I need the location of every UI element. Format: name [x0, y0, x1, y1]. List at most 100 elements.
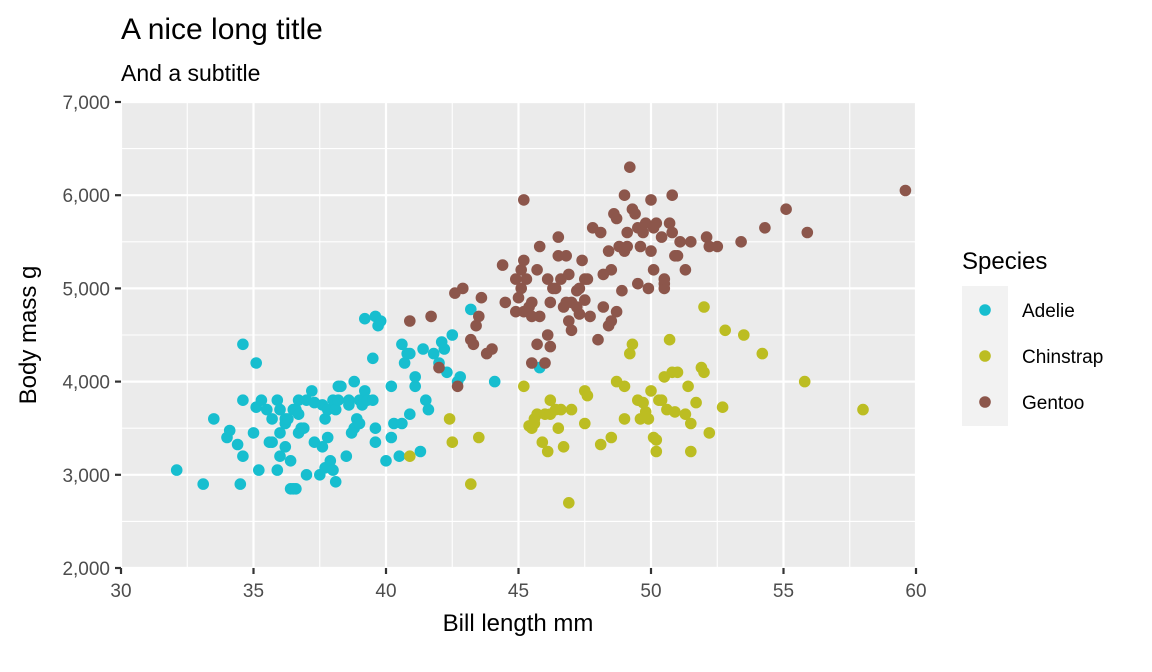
data-point-adelie — [316, 441, 329, 453]
data-point-chinstrap — [655, 394, 668, 407]
data-point-chinstrap — [555, 403, 567, 416]
y-tick-label: 4,000 — [62, 373, 110, 394]
data-point-adelie — [409, 380, 422, 393]
data-point-adelie — [335, 380, 347, 393]
data-point-chinstrap — [528, 413, 541, 425]
data-point-adelie — [321, 403, 334, 416]
data-point-adelie — [298, 422, 310, 435]
data-point-adelie — [252, 464, 265, 476]
data-point-adelie — [332, 394, 345, 407]
data-point-adelie — [367, 352, 379, 365]
data-point-gentoo — [539, 357, 551, 369]
data-point-gentoo — [671, 250, 684, 262]
data-point-adelie — [300, 469, 313, 481]
data-point-gentoo — [666, 226, 678, 239]
data-point-adelie — [290, 483, 302, 495]
data-point-gentoo — [621, 226, 633, 239]
data-point-adelie — [369, 436, 382, 449]
data-point-gentoo — [642, 282, 655, 295]
data-point-adelie — [292, 408, 305, 421]
data-point-adelie — [388, 417, 400, 430]
data-point-adelie — [404, 408, 416, 421]
data-point-chinstrap — [716, 401, 729, 414]
data-point-gentoo — [634, 240, 647, 253]
chart-subtitle: And a subtitle — [121, 60, 260, 86]
data-point-gentoo — [597, 301, 610, 313]
data-point-gentoo — [655, 231, 668, 243]
data-point-gentoo — [610, 305, 623, 318]
data-point-chinstrap — [669, 406, 681, 418]
data-point-adelie — [266, 413, 278, 425]
data-point-chinstrap — [626, 338, 639, 351]
data-point-adelie — [345, 427, 358, 439]
data-point-gentoo — [780, 203, 792, 215]
data-point-chinstrap — [756, 347, 769, 360]
data-point-chinstrap — [703, 427, 716, 439]
legend-title: Species — [962, 248, 1047, 275]
data-point-adelie — [417, 343, 429, 355]
data-point-adelie — [374, 315, 387, 327]
data-point-chinstrap — [465, 478, 477, 490]
legend-label-chinstrap: Chinstrap — [1022, 347, 1103, 368]
data-point-chinstrap — [679, 408, 692, 421]
data-point-gentoo — [565, 324, 578, 337]
data-point-gentoo — [433, 361, 445, 374]
data-point-gentoo — [610, 212, 623, 225]
data-point-adelie — [367, 394, 379, 407]
data-point-gentoo — [518, 254, 530, 267]
x-tick-label: 35 — [243, 581, 264, 602]
data-point-adelie — [282, 413, 294, 425]
data-point-adelie — [237, 394, 249, 407]
data-point-gentoo — [560, 250, 572, 262]
data-point-chinstrap — [682, 380, 694, 393]
data-point-gentoo — [544, 340, 557, 353]
data-point-gentoo — [510, 305, 522, 318]
legend: Adelie Chinstrap Gentoo — [979, 301, 1103, 414]
data-point-adelie — [359, 385, 371, 397]
data-point-gentoo — [512, 291, 525, 304]
data-point-gentoo — [571, 284, 583, 297]
data-point-chinstrap — [698, 301, 710, 313]
data-point-adelie — [247, 427, 260, 439]
data-point-gentoo — [526, 357, 538, 369]
data-point-adelie — [261, 403, 273, 416]
chart-title: A nice long title — [121, 13, 323, 46]
data-point-gentoo — [658, 273, 671, 285]
data-point-gentoo — [735, 236, 747, 248]
data-point-gentoo — [515, 264, 527, 276]
data-point-chinstrap — [738, 329, 750, 341]
data-point-adelie — [321, 431, 334, 444]
y-tick-label: 5,000 — [62, 279, 110, 300]
data-point-adelie — [422, 403, 435, 416]
legend-label-adelie: Adelie — [1022, 301, 1075, 322]
data-point-gentoo — [541, 329, 554, 341]
data-point-gentoo — [581, 273, 594, 285]
data-point-chinstrap — [563, 497, 575, 509]
data-point-chinstrap — [552, 422, 565, 435]
data-point-adelie — [340, 450, 353, 463]
data-point-chinstrap — [650, 434, 663, 446]
data-point-gentoo — [624, 161, 636, 173]
x-axis-title: Bill length mm — [443, 610, 594, 637]
data-point-gentoo — [602, 245, 615, 257]
data-point-gentoo — [475, 291, 488, 304]
data-point-adelie — [284, 455, 297, 467]
data-point-gentoo — [531, 338, 543, 351]
data-point-chinstrap — [581, 389, 594, 402]
data-point-adelie — [446, 329, 459, 341]
data-point-chinstrap — [645, 385, 657, 397]
data-point-gentoo — [467, 338, 480, 351]
data-point-gentoo — [645, 245, 657, 257]
data-point-adelie — [279, 441, 292, 453]
x-tick-label: 40 — [375, 581, 396, 602]
data-point-adelie — [343, 394, 355, 407]
data-point-chinstrap — [579, 417, 591, 430]
data-point-gentoo — [899, 184, 912, 197]
data-point-adelie — [274, 450, 286, 463]
data-point-chinstrap — [685, 445, 697, 458]
data-point-adelie — [398, 357, 411, 369]
data-point-chinstrap — [518, 380, 530, 393]
data-point-adelie — [324, 455, 337, 467]
data-point-chinstrap — [685, 417, 697, 430]
